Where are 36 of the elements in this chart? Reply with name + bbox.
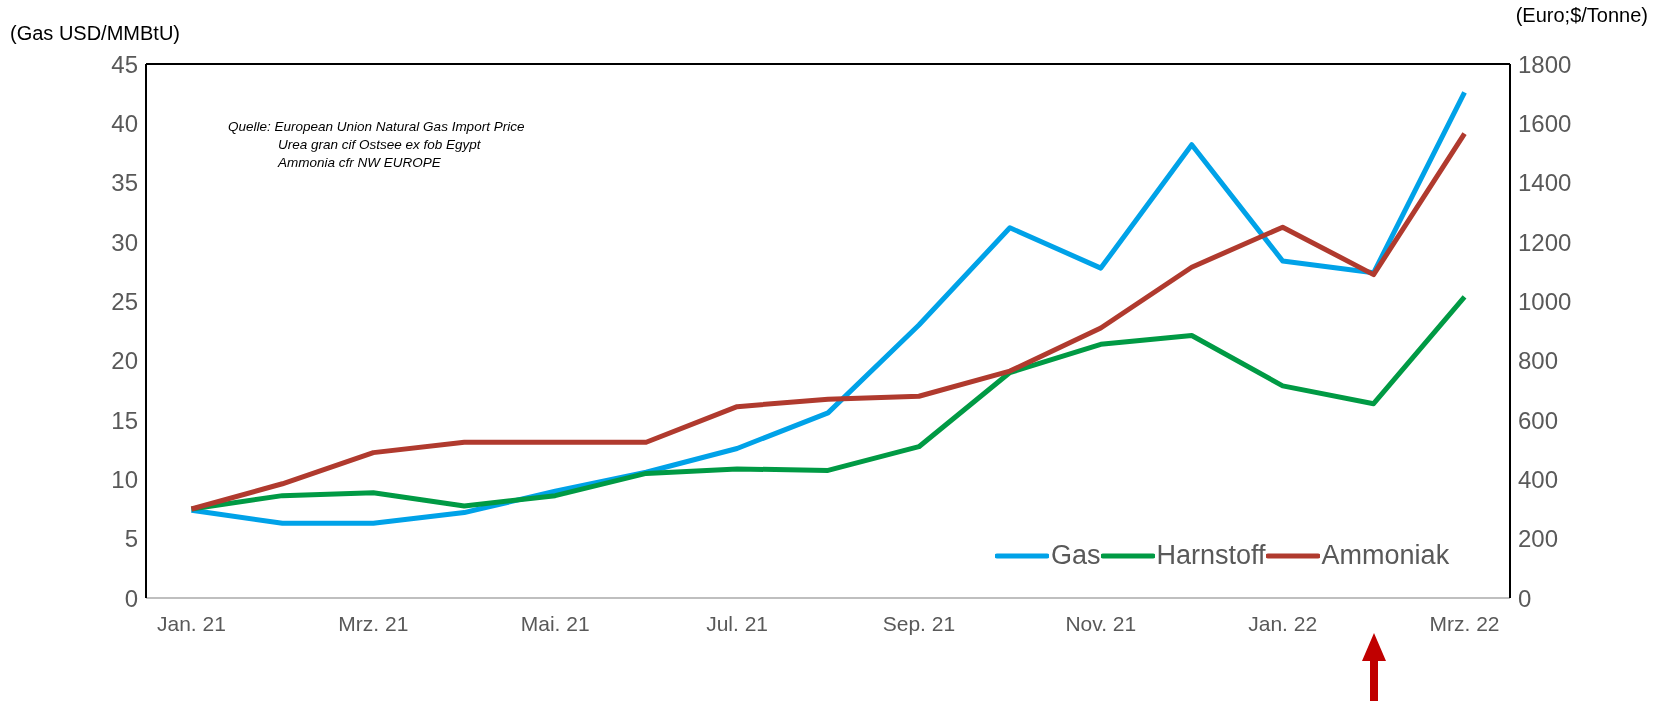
y-tick-label: 0 — [124, 584, 138, 612]
x-tick-label: Sep. 21 — [882, 611, 956, 635]
legend-label: Ammoniak — [1321, 540, 1450, 571]
y2-tick-label: 400 — [1518, 465, 1559, 493]
y2-tick-label: 1000 — [1518, 287, 1572, 315]
y-tick-label: 20 — [111, 347, 138, 375]
y-axis-title: (Gas USD/MMBtU) — [10, 22, 180, 45]
y-tick-label: 25 — [111, 287, 138, 315]
y-tick-label: 10 — [111, 465, 138, 493]
x-tick-label: Jul. 21 — [706, 611, 768, 635]
annotation: Urea gran cif Ostsee ex fob Egypt — [277, 136, 482, 154]
y-tick-label: 5 — [124, 525, 138, 553]
y2-tick-label: 0 — [1518, 584, 1532, 612]
legend-label: Harnstoff — [1156, 540, 1266, 571]
y2-tick-label: 1600 — [1518, 109, 1572, 137]
y2-tick-label: 600 — [1518, 406, 1559, 434]
y2-tick-label: 1200 — [1518, 228, 1572, 256]
y2-tick-label: 1400 — [1518, 169, 1572, 197]
annotation: Ammonia cfr NW EUROPE — [276, 154, 442, 172]
x-tick-label: Nov. 21 — [1065, 611, 1137, 635]
x-tick-label: Jan. 22 — [1248, 611, 1318, 635]
x-tick-label: Mai. 21 — [520, 611, 590, 635]
y-tick-label: 30 — [111, 228, 138, 256]
y2-tick-label: 200 — [1518, 525, 1559, 553]
y-tick-label: 35 — [111, 169, 138, 197]
legend-label: Gas — [1051, 540, 1101, 571]
y2-axis-title: (Euro;$/Tonne) — [1515, 4, 1648, 27]
x-tick-label: Jan. 21 — [157, 611, 226, 635]
y-tick-label: 15 — [111, 406, 138, 434]
y-tick-label: 45 — [111, 50, 138, 78]
y2-tick-label: 1800 — [1518, 50, 1572, 78]
x-tick-label: Mrz. 22 — [1429, 611, 1500, 635]
annotation: Quelle: European Union Natural Gas Import Price — [228, 118, 525, 136]
y-tick-label: 40 — [111, 109, 138, 137]
x-tick-label: Mrz. 21 — [338, 611, 409, 635]
y2-tick-label: 800 — [1518, 347, 1559, 375]
